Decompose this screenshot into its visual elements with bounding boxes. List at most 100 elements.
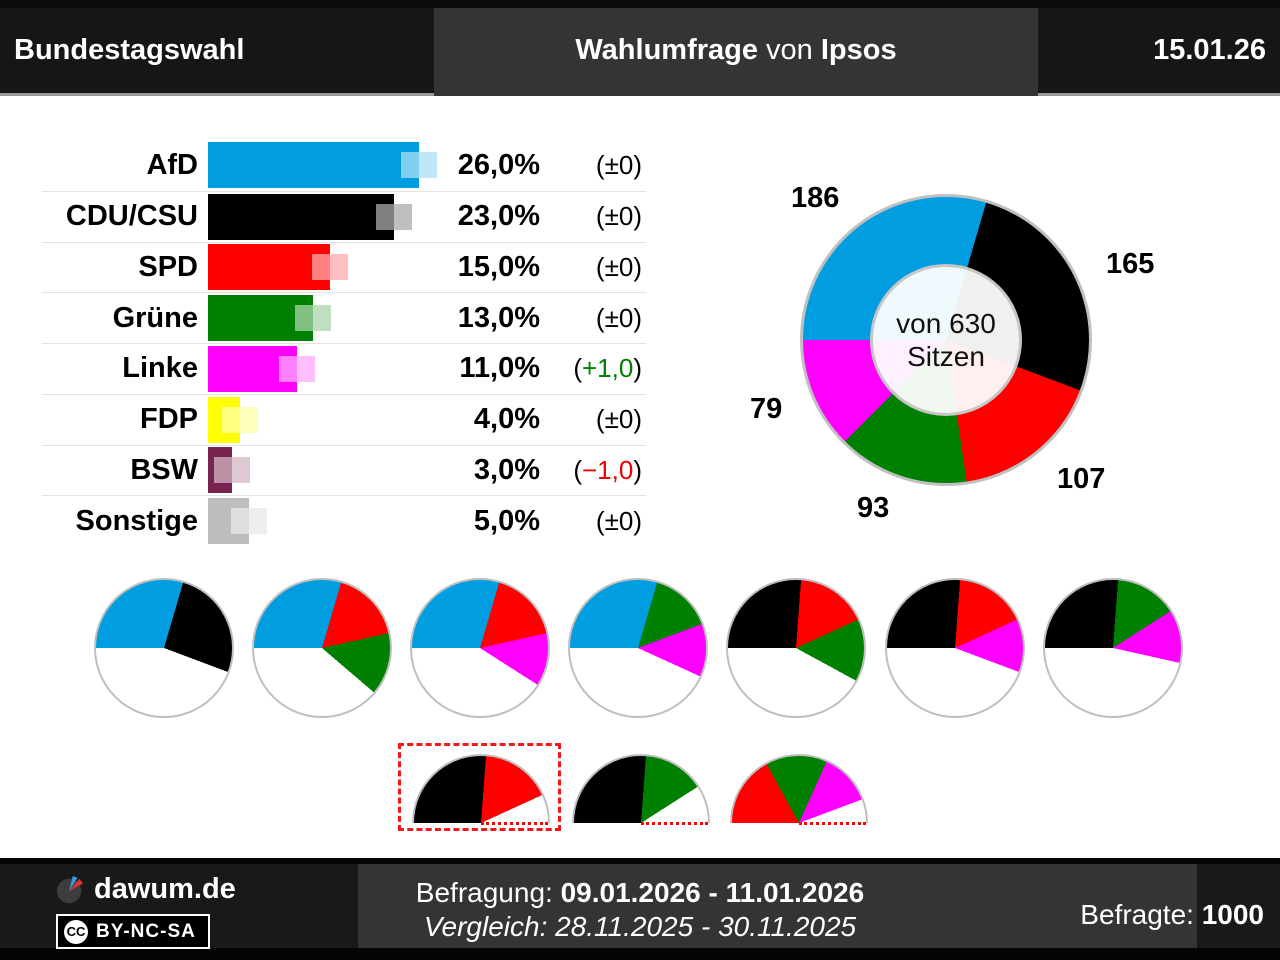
seat-count-linke: 79 [750,393,783,425]
party-value: 3,0% [473,453,540,486]
party-change: (−1,0) [573,454,642,485]
party-bar-area [208,345,442,392]
seat-count-spd: 107 [1057,463,1106,495]
highlight-box [398,743,561,831]
party-row-gruene: Grüne 13,0% (±0) [42,292,646,343]
party-bar [208,142,419,189]
footer-center-band [358,864,1197,948]
poll-result-table: AfD 26,0% (±0) CDU/CSU 23,0% (±0) SPD 15,0% (±0)… [42,140,646,546]
party-bar-area [208,447,442,494]
party-row-spd: SPD 15,0% (±0) [42,241,646,293]
previous-value-marker-inner [230,508,249,535]
majority-line [641,822,708,825]
donut-center-line2: Sitzen [907,341,985,372]
party-value: 11,0% [459,352,540,385]
cc-icon: CC [64,919,88,944]
majority-half-pie-spd-gruene-linke [730,754,868,825]
party-bar-area [208,396,442,443]
poll-source-connector: von [757,34,821,66]
party-label: FDP [140,403,198,436]
previous-value-marker-inner [311,254,330,281]
party-label: Grüne [112,301,198,334]
coalition-pie-cdu-spd-linke [885,578,1025,718]
footer-band [0,864,1280,948]
respondents-value: 1000 [1201,899,1264,930]
previous-value-marker-outer [313,305,332,332]
party-value: 13,0% [457,301,540,334]
previous-value-marker-outer [394,203,413,230]
poll-type-label: Wahlumfrage [575,34,758,66]
seat-count-cdu-csu: 165 [1106,248,1155,280]
coalition-pie-cdu-gruene-linke [1043,578,1183,718]
comparison-period-line: Vergleich: 28.11.2025 - 30.11.2025 [423,911,857,942]
previous-value-marker-inner [214,457,233,484]
previous-value-marker-inner [376,203,395,230]
majority-line [799,822,866,825]
party-bar-area [208,244,442,291]
party-row-linke: Linke 11,0% (+1,0) [42,343,646,394]
previous-value-marker-inner [295,305,314,332]
previous-value-marker-outer [418,152,437,179]
previous-value-marker-inner [222,406,241,433]
party-change: (±0) [595,505,642,536]
party-row-cdu-csu: CDU/CSU 23,0% (±0) [42,190,646,242]
header-center-band [434,8,1038,96]
donut-center: von 630 Sitzen [870,264,1022,416]
party-change: (±0) [595,251,642,282]
party-value: 15,0% [457,250,540,283]
party-change: (±0) [595,149,642,180]
party-bar [208,244,330,291]
respondents: Befragte: 1000 [1080,899,1264,931]
previous-value-marker-outer [297,355,316,382]
license-text: BY-NC-SA [96,920,196,942]
poll-date: 15.01.26 [1153,34,1266,66]
party-bar-area [208,295,442,342]
respondents-label: Befragte: [1080,899,1202,930]
page-title: Bundestagswahl [14,34,245,66]
seat-count-gruene: 93 [857,492,890,524]
party-label: SPD [138,250,198,283]
header-bar: Bundestagswahl Wahlumfrage von Ipsos 15.… [0,0,1280,96]
party-change: (±0) [595,201,642,232]
party-label: CDU/CSU [65,200,198,233]
party-row-sonstige: Sonstige 5,0% (±0) [42,495,646,546]
party-row-bsw: BSW 3,0% (−1,0) [42,444,646,496]
survey-period-line: Befragung: 09.01.2026 - 11.01.2026 [0,876,1280,910]
seat-count-afd: 186 [791,182,840,214]
footer-bar [0,858,1280,960]
party-change: (±0) [595,302,642,333]
previous-value-marker-outer [232,457,251,484]
brand: dawum.de [55,873,236,906]
donut-center-line1: von 630 [896,308,996,339]
party-value: 26,0% [457,148,540,181]
party-label: Linke [122,352,198,385]
party-value: 5,0% [473,504,540,537]
previous-value-marker-outer [248,508,267,535]
party-bar [208,193,395,240]
previous-value-marker-outer [240,406,259,433]
license-badge: CC BY-NC-SA [56,914,210,949]
party-bar-area [208,498,442,545]
party-row-afd: AfD 26,0% (±0) [42,140,646,191]
previous-value-marker-inner [400,152,419,179]
brand-name: dawum.de [94,873,236,905]
coalition-pie-afd-spd-gruene [252,578,392,718]
party-value: 23,0% [457,200,540,233]
party-value: 4,0% [473,403,540,436]
coalition-pie-afd-spd-linke [410,578,550,718]
party-row-fdp: FDP 4,0% (±0) [42,393,646,445]
coalition-pie-afd-cdu [94,578,234,718]
poll-institute-label: Ipsos [820,34,897,66]
party-label: AfD [146,148,198,181]
header-top-strip [0,0,1280,8]
survey-period: 09.01.2026 - 11.01.2026 [560,877,865,908]
dawum-logo-icon [56,875,84,903]
coalition-pie-cdu-spd-gruene [726,578,866,718]
party-bar-area [208,193,442,240]
party-change: (±0) [595,404,642,435]
party-bar-area [208,142,442,189]
poll-source-title: Wahlumfrage von Ipsos [434,0,1038,96]
seat-donut-chart: von 630 Sitzen [800,194,1092,486]
party-label: Sonstige [75,504,198,537]
